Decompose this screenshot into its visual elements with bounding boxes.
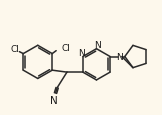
Text: Cl: Cl	[11, 45, 20, 54]
Text: N: N	[94, 41, 101, 50]
Text: N: N	[116, 53, 123, 62]
Text: N: N	[50, 96, 58, 106]
Text: Cl: Cl	[61, 44, 70, 53]
Text: N: N	[78, 49, 85, 58]
